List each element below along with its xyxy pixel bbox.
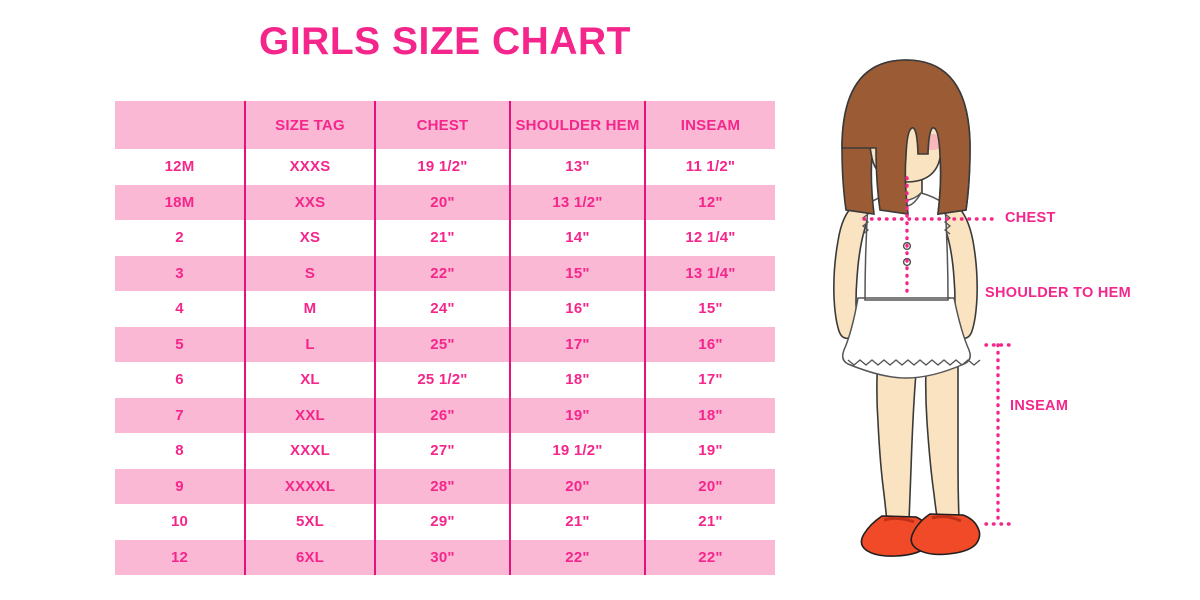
label-inseam: INSEAM <box>1010 398 1069 414</box>
cell-shoulder-hem: 13 1/2" <box>509 184 645 220</box>
cell-chest: 27" <box>374 433 510 469</box>
table-row: 12M XXXS 19 1/2" 13" 11 1/2" <box>115 149 775 185</box>
table-row: 2 XS 21" 14" 12 1/4" <box>115 220 775 256</box>
cell-size-tag: M <box>244 291 375 327</box>
cell-chest: 20" <box>374 184 510 220</box>
cell-shoulder-hem: 17" <box>509 326 645 362</box>
cell-inseam: 12 1/4" <box>644 220 775 256</box>
button-lower <box>902 257 912 267</box>
cell-size: 4 <box>115 291 245 327</box>
cell-size-tag: XXL <box>244 397 375 433</box>
cell-size: 8 <box>115 433 245 469</box>
column-header-size <box>115 101 245 149</box>
cell-inseam: 20" <box>644 468 775 504</box>
cell-inseam: 12" <box>644 184 775 220</box>
table-row: 8 XXXL 27" 19 1/2" 19" <box>115 433 775 469</box>
cell-size-tag: 5XL <box>244 504 375 540</box>
button-upper <box>902 241 912 251</box>
legs <box>876 329 960 533</box>
cell-chest: 19 1/2" <box>374 149 510 185</box>
page-title: GIRLS SIZE CHART <box>258 20 631 63</box>
cell-size: 3 <box>115 255 245 291</box>
cell-size: 5 <box>115 326 245 362</box>
measurement-lines <box>862 176 1012 526</box>
arms <box>833 204 978 340</box>
cell-shoulder-hem: 16" <box>509 291 645 327</box>
cell-size-tag: XXS <box>244 184 375 220</box>
cell-chest: 24" <box>374 291 510 327</box>
table-row: 3 S 22" 15" 13 1/4" <box>115 255 775 291</box>
shoes <box>860 513 981 557</box>
skirt <box>841 297 981 379</box>
table-row: 12 6XL 30" 22" 22" <box>115 539 775 575</box>
table-header-row: SIZE TAG CHEST SHOULDER HEM INSEAM <box>115 101 775 149</box>
cell-chest: 25" <box>374 326 510 362</box>
cell-size: 2 <box>115 220 245 256</box>
cell-inseam: 13 1/4" <box>644 255 775 291</box>
cell-size-tag: L <box>244 326 375 362</box>
cell-size: 9 <box>115 468 245 504</box>
cell-inseam: 11 1/2" <box>644 149 775 185</box>
cell-chest: 29" <box>374 504 510 540</box>
table-row: 4 M 24" 16" 15" <box>115 291 775 327</box>
cell-shoulder-hem: 19" <box>509 397 645 433</box>
cell-inseam: 21" <box>644 504 775 540</box>
table-body: 12M XXXS 19 1/2" 13" 11 1/2" 18M XXS 20" 13 1/2"… <box>115 149 775 575</box>
cell-size: 6 <box>115 362 245 398</box>
cell-size-tag: S <box>244 255 375 291</box>
cell-size: 10 <box>115 504 245 540</box>
cell-size-tag: XXXXL <box>244 468 375 504</box>
cell-shoulder-hem: 20" <box>509 468 645 504</box>
label-chest: CHEST <box>1005 210 1056 226</box>
cell-size-tag: 6XL <box>244 539 375 575</box>
cell-chest: 26" <box>374 397 510 433</box>
table-row: 7 XXL 26" 19" 18" <box>115 397 775 433</box>
cell-size-tag: XXXS <box>244 149 375 185</box>
label-shoulder-to-hem: SHOULDER TO HEM <box>985 285 1132 301</box>
table-row: 6 XL 25 1/2" 18" 17" <box>115 362 775 398</box>
girl-illustration <box>820 30 1200 580</box>
table-row: 10 5XL 29" 21" 21" <box>115 504 775 540</box>
table-row: 5 L 25" 17" 16" <box>115 326 775 362</box>
cell-shoulder-hem: 13" <box>509 149 645 185</box>
table-row: 9 XXXXL 28" 20" 20" <box>115 468 775 504</box>
cell-inseam: 18" <box>644 397 775 433</box>
cell-size-tag: XS <box>244 220 375 256</box>
cell-shoulder-hem: 22" <box>509 539 645 575</box>
cell-size-tag: XL <box>244 362 375 398</box>
cell-inseam: 19" <box>644 433 775 469</box>
column-header-size-tag: SIZE TAG <box>244 101 375 149</box>
cell-shoulder-hem: 21" <box>509 504 645 540</box>
cell-size-tag: XXXL <box>244 433 375 469</box>
cell-shoulder-hem: 18" <box>509 362 645 398</box>
cell-size: 7 <box>115 397 245 433</box>
cell-inseam: 16" <box>644 326 775 362</box>
cell-shoulder-hem: 15" <box>509 255 645 291</box>
cell-size: 12 <box>115 539 245 575</box>
cell-inseam: 22" <box>644 539 775 575</box>
table-row: 18M XXS 20" 13 1/2" 12" <box>115 184 775 220</box>
hair-bangs <box>841 59 971 215</box>
column-header-shoulder-hem: SHOULDER HEM <box>509 101 645 149</box>
cell-chest: 30" <box>374 539 510 575</box>
cell-size: 12M <box>115 149 245 185</box>
cell-chest: 25 1/2" <box>374 362 510 398</box>
cell-inseam: 17" <box>644 362 775 398</box>
column-header-chest: CHEST <box>374 101 510 149</box>
cell-inseam: 15" <box>644 291 775 327</box>
cell-shoulder-hem: 19 1/2" <box>509 433 645 469</box>
cell-chest: 21" <box>374 220 510 256</box>
cell-size: 18M <box>115 184 245 220</box>
column-header-inseam: INSEAM <box>644 101 775 149</box>
size-chart-table: SIZE TAG CHEST SHOULDER HEM INSEAM 12M XX… <box>115 101 775 575</box>
cell-chest: 22" <box>374 255 510 291</box>
cell-shoulder-hem: 14" <box>509 220 645 256</box>
cell-chest: 28" <box>374 468 510 504</box>
